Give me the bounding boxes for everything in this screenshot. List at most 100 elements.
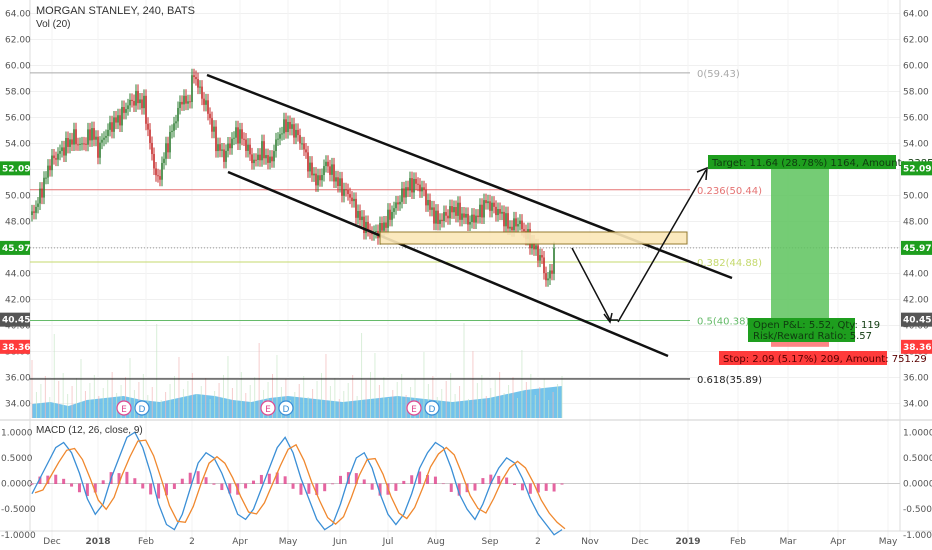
- candle: [459, 202, 461, 220]
- macd-histogram-bar: [251, 480, 255, 484]
- price-badge: [901, 339, 932, 354]
- volume-area: [32, 386, 562, 418]
- candle: [175, 121, 177, 124]
- candle: [293, 124, 295, 138]
- y-tick-label-right: 58.00: [903, 88, 929, 98]
- candle: [83, 143, 85, 145]
- candle: [411, 178, 413, 193]
- candle: [479, 204, 481, 218]
- candle: [215, 126, 217, 152]
- candle: [391, 211, 393, 220]
- candle: [39, 188, 41, 204]
- candle: [487, 201, 489, 204]
- x-tick-label: Dec: [631, 537, 648, 547]
- candle: [197, 79, 199, 88]
- candle: [209, 113, 211, 119]
- candle: [453, 207, 455, 213]
- candle: [471, 214, 473, 222]
- candle: [367, 221, 369, 231]
- candle: [379, 222, 381, 239]
- candle: [409, 178, 411, 191]
- candle: [199, 86, 201, 88]
- price-badge-left-label: 52.09: [2, 164, 30, 174]
- candle: [519, 220, 521, 225]
- candle: [265, 155, 267, 159]
- candle: [57, 153, 59, 160]
- candle: [35, 206, 37, 213]
- candle: [307, 152, 309, 172]
- candle: [491, 202, 493, 211]
- candle: [171, 130, 173, 132]
- y-tick-label-right: 60.00: [903, 62, 929, 72]
- macd-histogram-bar: [339, 475, 343, 484]
- macd-histogram-bar: [157, 483, 161, 499]
- candle: [85, 143, 87, 145]
- candle: [349, 194, 351, 198]
- candle: [489, 201, 491, 211]
- macd-histogram-bar: [528, 483, 532, 494]
- candle: [173, 123, 175, 131]
- candle: [325, 161, 327, 167]
- candle: [249, 144, 251, 155]
- candle: [423, 187, 425, 190]
- candle: [553, 248, 555, 274]
- candle: [217, 144, 219, 152]
- candle: [145, 95, 147, 124]
- candle: [97, 136, 99, 158]
- event-marker-label: D: [283, 405, 290, 415]
- candle: [143, 95, 145, 109]
- candle: [483, 200, 485, 218]
- candle: [247, 144, 249, 151]
- candle: [501, 211, 503, 214]
- candle: [295, 129, 297, 138]
- candle: [187, 101, 189, 104]
- candle: [257, 154, 259, 161]
- event-marker-label: D: [429, 405, 436, 415]
- macd-histogram-bar: [378, 483, 382, 496]
- candle: [281, 133, 283, 135]
- candle: [513, 218, 515, 231]
- candle: [323, 166, 325, 176]
- candle: [365, 221, 367, 234]
- candle: [523, 229, 525, 232]
- macd-histogram-bar: [315, 483, 319, 496]
- candle: [113, 117, 115, 132]
- y-tick-label-left: 64.00: [5, 10, 31, 20]
- price-badge-label: 52.09: [903, 164, 931, 174]
- macd-histogram-bar: [283, 476, 287, 484]
- candle: [279, 134, 281, 139]
- earnings-marker: [116, 400, 132, 416]
- candle: [51, 155, 53, 171]
- candle: [239, 129, 241, 144]
- signal-line: [34, 439, 566, 530]
- volume-label: Vol (20): [36, 19, 71, 30]
- y-tick-label-left: 56.00: [5, 114, 31, 124]
- y-tick-label-right: 50.00: [903, 192, 929, 202]
- macd-histogram-bar: [141, 483, 145, 489]
- macd-histogram-bar: [46, 475, 50, 484]
- candle: [101, 139, 103, 143]
- candle: [301, 143, 303, 145]
- x-tick-label: Nov: [581, 537, 599, 547]
- macd-tick-left: -1.0000: [1, 531, 36, 541]
- candle: [269, 156, 271, 163]
- channel-lower-line: [227, 170, 669, 358]
- candle: [539, 255, 541, 261]
- candle: [233, 137, 235, 139]
- x-tick-label: Jun: [332, 537, 347, 547]
- candle: [121, 107, 123, 126]
- y-tick-label-right: 64.00: [903, 10, 929, 20]
- candle: [467, 213, 469, 225]
- price-badge-left: [0, 312, 30, 327]
- macd-histogram-bar: [172, 483, 176, 489]
- candle: [207, 100, 209, 114]
- candle: [221, 149, 223, 151]
- macd-histogram-bar: [220, 483, 224, 491]
- candle: [125, 109, 127, 113]
- price-badge: [901, 240, 932, 255]
- pnl-label-box: [748, 318, 855, 342]
- candle: [273, 151, 275, 162]
- pnl-label: Open P&L: 5.52, Qty: 119: [753, 320, 880, 331]
- candle: [123, 107, 125, 113]
